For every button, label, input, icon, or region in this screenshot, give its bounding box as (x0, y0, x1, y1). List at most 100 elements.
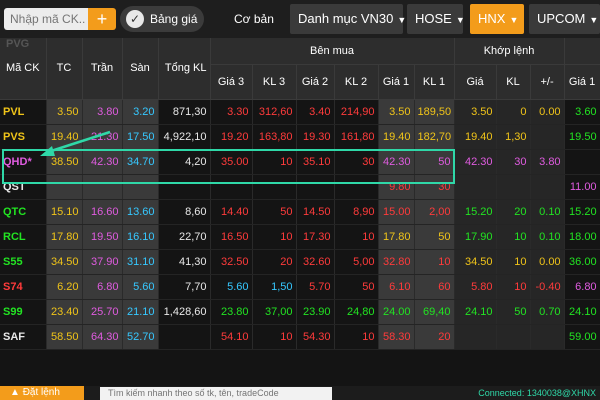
cell-symbol[interactable]: RCL (0, 224, 47, 250)
cell-bid-price-1: 17.80 (378, 224, 415, 250)
tab-upcom[interactable]: UPCOM ▼ (529, 4, 600, 34)
cell-floor: 31.10 (122, 249, 159, 275)
table-row[interactable]: RCL 17.80 19.50 16.10 22,70 16.50 10 17.30 10 17.… (0, 224, 600, 250)
cell-bid-price-2: 3.40 (296, 99, 335, 125)
add-stock-button[interactable]: + (88, 8, 116, 30)
table-row[interactable]: QHD* 38.50 42.30 34.70 4,20 35.00 10 35.10 30 42.… (0, 149, 600, 175)
cell-symbol[interactable]: S99 (0, 299, 47, 325)
cell-symbol[interactable]: QTC (0, 199, 47, 225)
group-header-bid: Bên mua (210, 38, 455, 65)
stock-search-input[interactable] (4, 8, 88, 30)
cell-bid-vol-2: 8,90 (334, 199, 379, 225)
cell-ref-price: 6.20 (46, 274, 83, 300)
cell-ref-price: 23.40 (46, 299, 83, 325)
col-header-bid-vol-1: KL 1 (414, 64, 455, 100)
cell-change: 0.10 (530, 199, 565, 225)
cell-ask-price-1: 19.50 (564, 124, 600, 150)
cell-ceiling: 64.30 (82, 324, 123, 350)
account-search-input[interactable] (100, 387, 332, 400)
cell-bid-price-2: 5.70 (296, 274, 335, 300)
col-header-change: +/- (530, 64, 565, 100)
table-row[interactable]: S74 6.20 6.80 5.60 7,70 5.60 1,50 5.70 50 6.10 60 5… (0, 274, 600, 300)
cell-change: 0.00 (530, 99, 565, 125)
col-header-bid-price-1: Giá 1 (378, 64, 415, 100)
table-row[interactable]: PVL 3.50 3.80 3.20 871,30 3.30 312,60 3.40 214,9… (0, 99, 600, 125)
cell-bid-price-2: 23.90 (296, 299, 335, 325)
cell-match-price: 5.80 (454, 274, 497, 300)
cell-match-price (454, 174, 497, 200)
cell-bid-price-3: 14.40 (210, 199, 253, 225)
cell-ceiling: 42.30 (82, 149, 123, 175)
cell-change: -0.40 (530, 274, 565, 300)
cell-ceiling: 16.60 (82, 199, 123, 225)
cell-change: 3.80 (530, 149, 565, 175)
cell-bid-price-2: 54.30 (296, 324, 335, 350)
cell-match-vol: 20 (496, 199, 531, 225)
cell-ceiling (82, 174, 123, 200)
group-header-ask (564, 38, 600, 65)
cell-bid-vol-1: 30 (414, 174, 455, 200)
table-row[interactable]: S99 23.40 25.70 21.10 1,428,60 23.80 37,00 23.9… (0, 299, 600, 325)
cell-change (530, 124, 565, 150)
price-board-label: Bảng giá (150, 12, 198, 26)
cell-bid-vol-3: 1,50 (252, 274, 297, 300)
cell-symbol[interactable]: PVL (0, 99, 47, 125)
cell-floor: 21.10 (122, 299, 159, 325)
table-row[interactable]: SAF 58.50 64.30 52.70 54.10 10 54.30 10 58.30 20 5… (0, 324, 600, 350)
cell-symbol[interactable]: SAF (0, 324, 47, 350)
col-header-ceiling: Trần (82, 38, 123, 100)
price-board-toggle[interactable]: ✓ Bảng giá (120, 6, 204, 32)
place-order-button[interactable]: ▲ Đặt lệnh (0, 386, 84, 400)
tab-hnx[interactable]: HNX ▼ (470, 4, 524, 34)
col-header-floor: Sàn (122, 38, 159, 100)
cell-match-vol: 50 (496, 299, 531, 325)
connection-status: Connected: 1340038@XHNX (478, 388, 596, 398)
cell-ask-price-1: 15.20 (564, 199, 600, 225)
cell-match-price: 42.30 (454, 149, 497, 175)
cell-ask-price-1: 18.00 (564, 224, 600, 250)
table-row[interactable]: QTC 15.10 16.60 13.60 8,60 14.40 50 14.50 8,90 15… (0, 199, 600, 225)
cell-total-volume: 22,70 (158, 224, 211, 250)
table-row[interactable]: PVS 19.40 21.30 17.50 4,922,10 19.20 163,80 19.… (0, 124, 600, 150)
cell-total-volume: 4,922,10 (158, 124, 211, 150)
cell-bid-price-1: 3.50 (378, 99, 415, 125)
place-order-label: Đặt lệnh (22, 387, 60, 398)
cell-symbol[interactable]: S74 (0, 274, 47, 300)
cell-floor: 3.20 (122, 99, 159, 125)
cell-ceiling: 37.90 (82, 249, 123, 275)
cell-bid-vol-1: 20 (414, 324, 455, 350)
basic-view-toggle[interactable]: Cơ bản (234, 12, 274, 26)
cell-match-price: 34.50 (454, 249, 497, 275)
cell-bid-price-3: 16.50 (210, 224, 253, 250)
cell-bid-price-3: 32.50 (210, 249, 253, 275)
cell-symbol[interactable]: S55 (0, 249, 47, 275)
col-header-match-vol: KL (496, 64, 531, 100)
cell-symbol[interactable]: PVS (0, 124, 47, 150)
cell-ceiling: 6.80 (82, 274, 123, 300)
tab-label: Danh mục VN30 (298, 11, 394, 26)
cell-bid-vol-2: 161,80 (334, 124, 379, 150)
cell-bid-vol-3: 10 (252, 324, 297, 350)
cell-bid-vol-1: 50 (414, 224, 455, 250)
tab-vn30[interactable]: Danh mục VN30 ▼ (290, 4, 406, 34)
table-row[interactable]: QST 9.80 30 11.00 (0, 174, 600, 200)
table-row[interactable]: S55 34.50 37.90 31.10 41,30 32.50 20 32.60 5,00 3… (0, 249, 600, 275)
cell-ceiling: 21.30 (82, 124, 123, 150)
cell-ceiling: 25.70 (82, 299, 123, 325)
cell-match-vol: 1,30 (496, 124, 531, 150)
cell-ref-price: 34.50 (46, 249, 83, 275)
cell-match-price: 15.20 (454, 199, 497, 225)
tab-hose[interactable]: HOSE ▼ (407, 4, 465, 34)
cell-bid-vol-3: 37,00 (252, 299, 297, 325)
cell-symbol[interactable]: QHD* (0, 149, 47, 175)
col-header-match-price: Giá (454, 64, 497, 100)
cell-bid-vol-1: 189,50 (414, 99, 455, 125)
cell-bid-vol-2: 50 (334, 274, 379, 300)
cell-ceiling: 19.50 (82, 224, 123, 250)
cell-total-volume: 1,428,60 (158, 299, 211, 325)
col-header-ask-price-1: Giá 1 (564, 64, 600, 100)
col-header-bid-vol-2: KL 2 (334, 64, 379, 100)
cell-bid-vol-2: 5,00 (334, 249, 379, 275)
cell-bid-vol-1: 10 (414, 249, 455, 275)
